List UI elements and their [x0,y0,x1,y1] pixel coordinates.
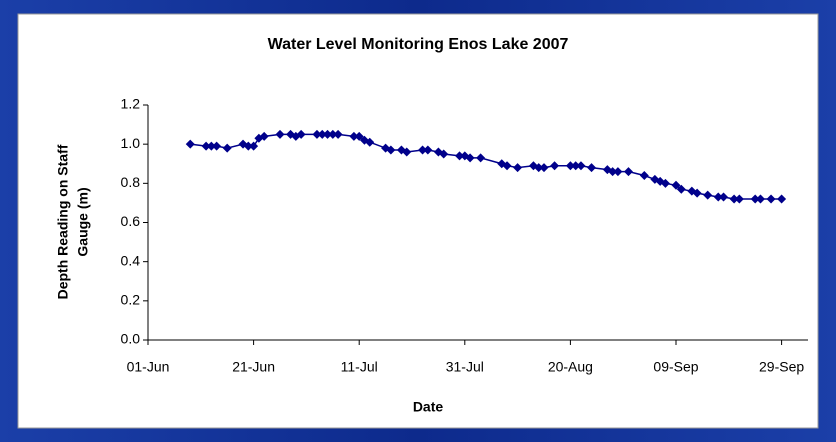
chart-title: Water Level Monitoring Enos Lake 2007 [268,36,569,53]
data-point [777,194,787,204]
x-tick-label: 31-Jul [446,359,484,375]
data-point [349,131,359,141]
x-axis-label: Date [413,399,444,415]
x-tick-label: 01-Jun [127,359,170,375]
data-point [550,161,560,171]
data-point [713,192,723,202]
data-point [729,194,739,204]
data-point [249,141,259,151]
data-point [565,161,575,171]
data-point [386,145,396,155]
x-tick-label: 09-Sep [653,359,698,375]
y-tick-label: 0.8 [121,174,141,190]
data-point [354,131,364,141]
chart-area [17,13,819,429]
data-point [439,149,449,159]
x-tick-label: 29-Sep [759,359,804,375]
data-point [455,151,465,161]
data-point [539,163,549,173]
y-axis-label-line: Gauge (m) [75,187,91,256]
data-point [323,129,333,139]
data-point [534,163,544,173]
y-axis-label-line: Depth Reading on Staff [55,144,71,299]
data-point [465,153,475,163]
data-point [734,194,744,204]
data-point [312,129,322,139]
y-tick-label: 0.6 [121,213,141,229]
data-point [608,167,618,177]
data-point [671,180,681,190]
data-point [676,184,686,194]
data-point [613,167,623,177]
y-tick-label: 1.0 [121,135,141,151]
data-point [502,161,512,171]
data-point [623,167,633,177]
data-point [333,129,343,139]
data-point [259,131,269,141]
data-point [222,143,232,153]
data-point [750,194,760,204]
data-point [423,145,433,155]
data-point [296,129,306,139]
data-point [243,141,253,151]
data-point [185,139,195,149]
data-point [201,141,211,151]
y-tick-label: 0.2 [121,292,141,308]
y-tick-label: 1.2 [121,96,141,112]
data-point [587,163,597,173]
x-tick-label: 20-Aug [548,359,593,375]
data-point [639,171,649,180]
data-point [328,129,338,139]
data-point [703,190,713,200]
data-point [766,194,776,204]
data-point [660,178,670,188]
data-point [571,161,581,171]
data-point [402,147,412,157]
data-point [576,161,586,171]
x-tick-label: 21-Jun [232,359,275,375]
data-point [719,192,729,202]
y-tick-label: 0.0 [121,331,141,347]
y-axis-label: Depth Reading on Staff Gauge (m) [55,144,91,299]
data-point [692,188,702,198]
data-point [206,141,216,151]
data-point [476,153,486,163]
data-point [418,145,428,155]
data-point [212,141,222,151]
data-point [317,129,327,139]
data-point [275,129,285,139]
data-point [365,137,375,147]
y-tick-label: 0.4 [121,252,141,268]
data-point [513,163,523,173]
data-point [755,194,765,204]
x-tick-label: 11-Jul [341,359,378,375]
